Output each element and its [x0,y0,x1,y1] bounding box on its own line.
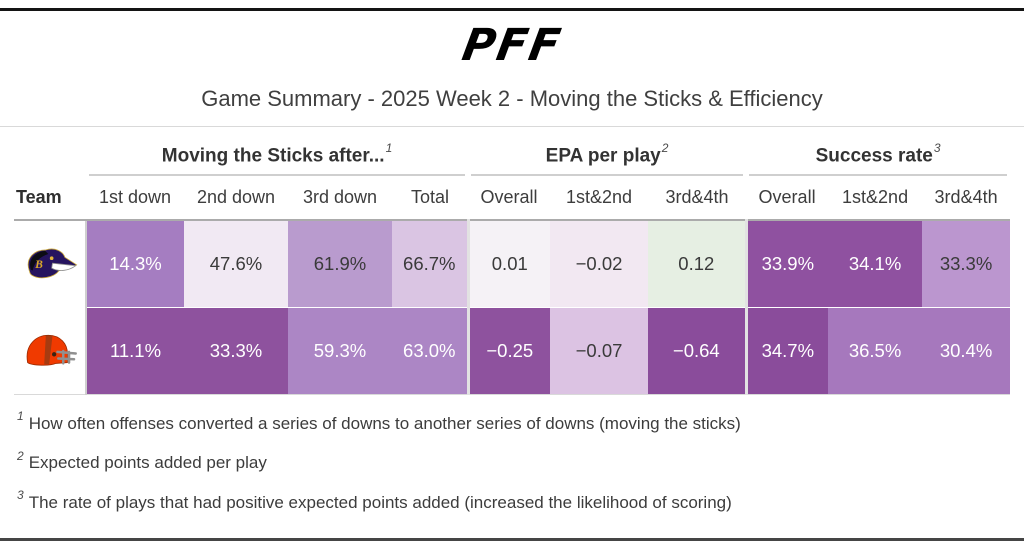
group-label: Moving the Sticks after... [161,145,385,166]
stat-cell: 11.1% [85,307,184,395]
stat-cell: −0.64 [648,307,747,395]
stat-cell: 36.5% [828,307,923,395]
team-logo-cell [14,307,86,395]
group-label: Success rate [815,145,933,166]
column-header-3rd-down: 3rd down [288,176,392,221]
group-header-spacer [14,129,86,176]
stat-cell: 0.01 [466,220,551,308]
stat-cell: −0.02 [550,220,649,308]
group-header-row: Moving the Sticks after...1 EPA per play… [14,129,1010,176]
page-title: Game Summary - 2025 Week 2 - Moving the … [201,86,823,111]
stat-cell: 33.3% [922,220,1011,308]
group-label: EPA per play [545,145,661,166]
stat-cell: 33.3% [184,307,288,395]
group-header-moving-the-sticks: Moving the Sticks after...1 [86,129,468,176]
column-header-sr-overall: Overall [746,176,829,221]
stat-cell: 30.4% [922,307,1011,395]
footnote-text: How often offenses converted a series of… [28,413,741,433]
header: PFF [0,20,1024,73]
column-header-1st-down: 1st down [86,176,184,221]
footnote-number: 2 [17,448,24,463]
pff-logo: PFF [458,20,566,71]
group-header-success-rate: Success rate3 [746,129,1010,176]
footnote-3: 3 The rate of plays that had positive exp… [16,486,1024,514]
stat-cell: 61.9% [288,220,392,308]
stat-cell: 47.6% [184,220,288,308]
footnote-text: Expected points added per play [28,453,267,473]
stat-cell: 63.0% [392,307,469,395]
table-row-browns: 11.1% 33.3% 59.3% 63.0% −0.25 −0.07 −0.6… [14,307,1011,395]
footnote-ref-2: 2 [661,140,669,155]
footnote-1: 1 How often offenses converted a series o… [16,407,1024,435]
browns-helmet-logo [26,334,77,366]
stat-cell: 66.7% [392,220,469,308]
group-header-epa-per-play: EPA per play2 [468,129,746,176]
stat-cell: 34.1% [828,220,923,308]
column-header-row: Team 1st down 2nd down 3rd down Total Ov… [14,176,1011,221]
column-header-team: Team [14,176,86,221]
bottom-border [0,538,1024,541]
column-header-sr-3rd4th: 3rd&4th [922,176,1011,221]
stat-cell: −0.25 [466,307,551,395]
footnote-text: The rate of plays that had positive expe… [28,492,732,512]
column-header-2nd-down: 2nd down [184,176,288,221]
stat-cell: 33.9% [744,220,829,308]
top-border [0,8,1024,11]
column-header-epa-overall: Overall [468,176,551,221]
title-divider [0,126,1024,127]
table-row-ravens: B 14.3% 47.6% 61.9% 66.7% 0.01 −0.02 0.1… [14,220,1011,308]
footnote-ref-3: 3 [933,140,941,155]
footnote-2: 2 Expected points added per play [16,447,1024,475]
footnotes: 1 How often offenses converted a series o… [16,407,1024,514]
ravens-helmet-logo: B [27,248,77,279]
column-header-sr-1st2nd: 1st&2nd [828,176,923,221]
column-header-epa-1st2nd: 1st&2nd [550,176,649,221]
stat-cell: 14.3% [85,220,184,308]
footnote-number: 1 [17,409,24,423]
svg-text:B: B [34,258,43,271]
game-summary-table: Moving the Sticks after...1 EPA per play… [14,129,1011,395]
team-logo-cell: B [14,220,86,308]
footnote-number: 3 [17,488,24,503]
stat-cell: −0.07 [550,307,649,395]
column-header-total: Total [392,176,469,221]
stat-cell: 59.3% [288,307,392,395]
column-header-epa-3rd4th: 3rd&4th [648,176,747,221]
footnote-ref-1: 1 [385,140,393,155]
stat-cell: 34.7% [744,307,829,395]
stat-cell: 0.12 [648,220,747,308]
